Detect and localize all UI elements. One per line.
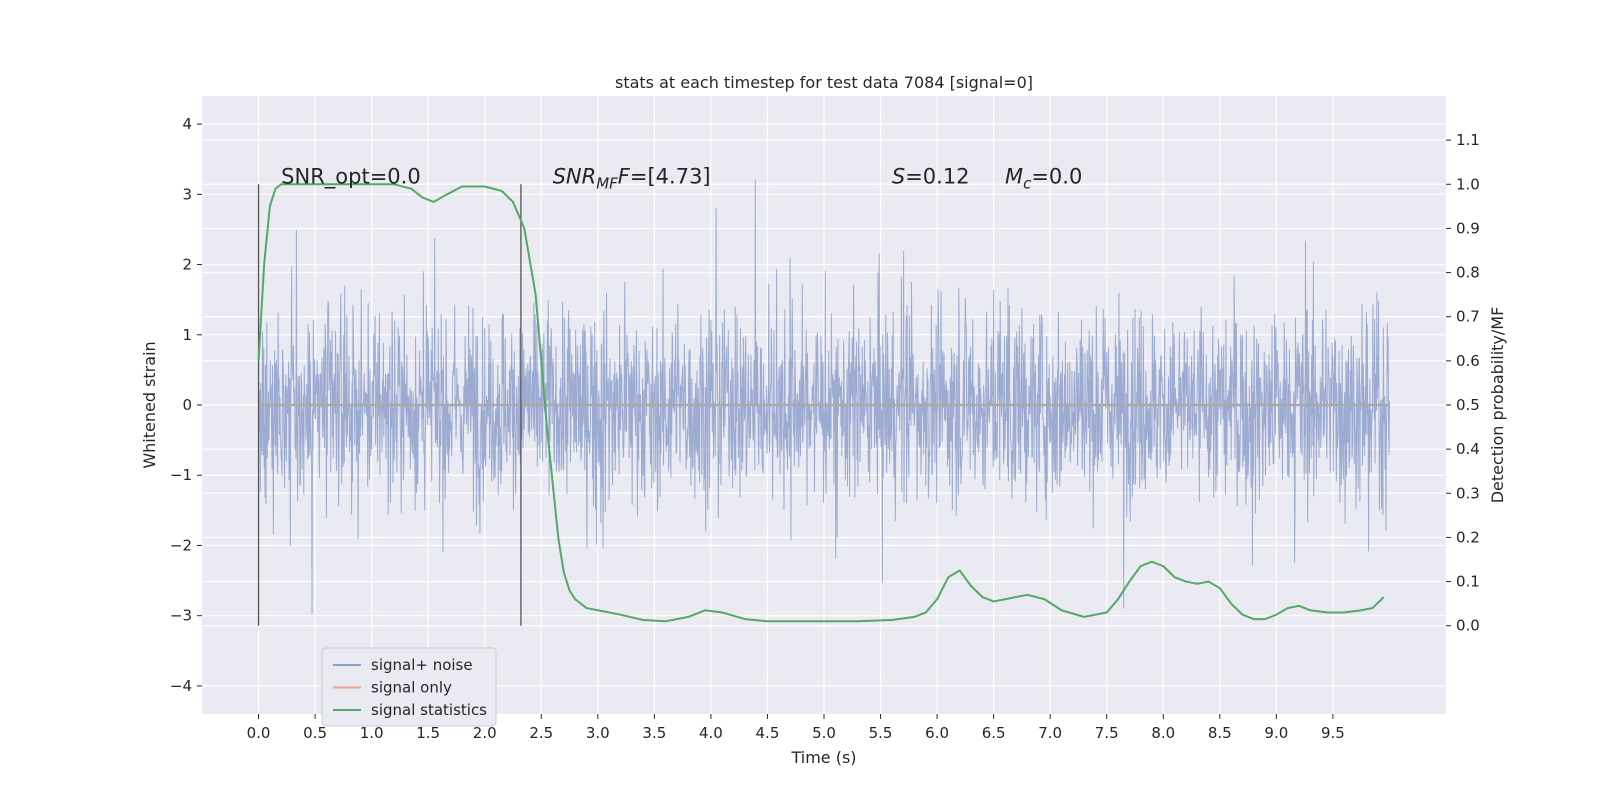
annotation-mc-value: =0.0 xyxy=(1031,164,1082,188)
y-right-tick-label: 1.1 xyxy=(1456,131,1480,149)
y-left-tick-label: 3 xyxy=(182,185,192,203)
legend-label: signal+ noise xyxy=(371,656,473,674)
y-left-tick-label: −4 xyxy=(170,677,192,695)
annotation-snr-mf-symbol: SNR xyxy=(553,164,597,188)
x-tick-label: 2.5 xyxy=(529,724,553,742)
annotation-mc-sub: c xyxy=(1023,174,1032,192)
x-tick-label: 9.0 xyxy=(1264,724,1288,742)
x-tick-label: 3.5 xyxy=(642,724,666,742)
annotation-mc-symbol: M xyxy=(1005,164,1023,188)
annotation-snr-opt: SNR_opt=0.0 xyxy=(281,164,421,189)
y-left-tick-label: 2 xyxy=(182,256,192,274)
y-left-tick-label: −3 xyxy=(170,607,192,625)
y-right-tick-label: 0.7 xyxy=(1456,308,1480,326)
y-right-tick-label: 0.0 xyxy=(1456,617,1480,635)
legend-label: signal only xyxy=(371,679,452,697)
x-tick-label: 3.0 xyxy=(586,724,610,742)
annotation-mc: Mc=0.0 xyxy=(1005,164,1082,192)
x-tick-label: 0.0 xyxy=(247,724,271,742)
legend: signal+ noise signal only signal statistic… xyxy=(321,647,497,727)
y-left-tick-label: 4 xyxy=(182,115,192,133)
x-tick-label: 8.0 xyxy=(1151,724,1175,742)
annotation-s-symbol: S xyxy=(892,164,905,188)
y-left-axis-ticks: −4 −3 −2 −1 0 1 2 3 4 xyxy=(170,115,202,695)
y-right-tick-label: 0.8 xyxy=(1456,264,1480,282)
annotation-s: S=0.12 xyxy=(892,164,970,188)
series-signal-statistics xyxy=(257,183,1385,623)
x-tick-label: 5.0 xyxy=(812,724,836,742)
annotation-snr-mf-value: =[4.73] xyxy=(630,164,711,188)
statistics-curve xyxy=(257,183,1385,623)
x-tick-label: 9.5 xyxy=(1321,724,1345,742)
x-tick-label: 8.5 xyxy=(1208,724,1232,742)
x-tick-label: 2.0 xyxy=(473,724,497,742)
y-right-tick-label: 1.0 xyxy=(1456,175,1480,193)
x-tick-label: 6.5 xyxy=(982,724,1006,742)
y-left-tick-label: 0 xyxy=(182,396,192,414)
annotation-s-value: =0.12 xyxy=(905,164,969,188)
x-tick-label: 7.5 xyxy=(1095,724,1119,742)
x-tick-label: 1.0 xyxy=(360,724,384,742)
x-axis-label: Time (s) xyxy=(790,748,856,767)
y-right-tick-label: 0.2 xyxy=(1456,528,1480,546)
y-right-tick-label: 0.6 xyxy=(1456,352,1480,370)
x-tick-label: 4.0 xyxy=(699,724,723,742)
x-tick-label: 7.0 xyxy=(1038,724,1062,742)
x-tick-label: 1.5 xyxy=(416,724,440,742)
y-left-tick-label: −1 xyxy=(170,466,192,484)
legend-label: signal statistics xyxy=(371,701,487,719)
x-axis-ticks: 0.0 0.5 1.0 1.5 2.0 2.5 3.0 3.5 4.0 4.5 5.0 5.5 6.0 6… xyxy=(247,714,1345,742)
x-tick-label: 5.5 xyxy=(869,724,893,742)
y-right-axis-label: Detection probability/MF xyxy=(1488,307,1507,504)
y-right-axis-ticks: 0.0 0.1 0.2 0.3 0.4 0.5 0.6 0.7 0.8 0.9 1.0 1.1 xyxy=(1446,131,1480,635)
y-right-tick-label: 0.5 xyxy=(1456,396,1480,414)
y-right-tick-label: 0.1 xyxy=(1456,573,1480,591)
annotation-snr-mf: SNRMFF=[4.73] xyxy=(553,164,711,192)
series-signal-plus-noise xyxy=(258,179,1390,615)
y-right-tick-label: 0.3 xyxy=(1456,484,1480,502)
y-left-axis-label: Whitened strain xyxy=(140,341,159,468)
x-tick-label: 6.0 xyxy=(925,724,949,742)
noise-trace xyxy=(258,179,1390,615)
annotation-snr-mf-rest: F xyxy=(618,164,631,188)
legend-box xyxy=(321,647,497,727)
x-tick-label: 4.5 xyxy=(756,724,780,742)
y-left-tick-label: −2 xyxy=(170,536,192,554)
vertical-lines xyxy=(257,184,522,626)
y-left-tick-label: 1 xyxy=(182,326,192,344)
annotations: SNR_opt=0.0 SNRMFF=[4.73] S=0.12 Mc=0.0 xyxy=(281,164,1082,192)
x-tick-label: 0.5 xyxy=(303,724,327,742)
y-right-tick-label: 0.9 xyxy=(1456,219,1480,237)
y-right-tick-label: 0.4 xyxy=(1456,440,1480,458)
chart-title: stats at each timestep for test data 708… xyxy=(615,73,1033,92)
annotation-snr-mf-sub: MF xyxy=(596,174,618,192)
